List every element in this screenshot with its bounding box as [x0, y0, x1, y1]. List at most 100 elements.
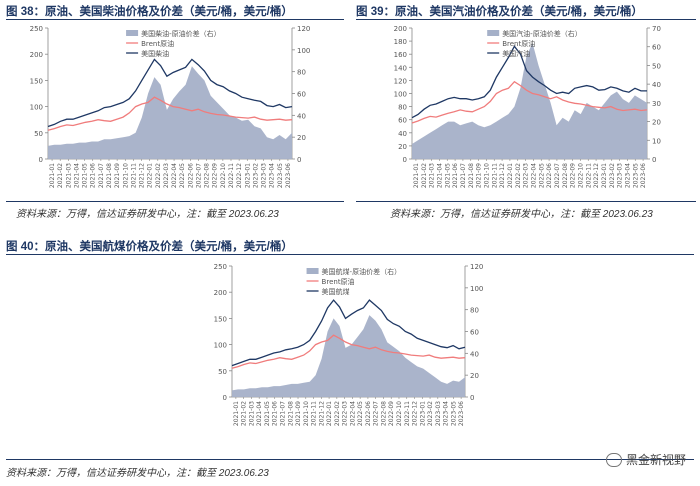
fig39-source: 资料来源：万得，信达证券研发中心，注：截至 2023.06.23	[390, 209, 653, 220]
x-tick-label: 2023-03	[435, 401, 442, 426]
x-tick-label: 2021-08	[106, 163, 113, 188]
x-tick-label: 2023-02	[252, 163, 259, 188]
x-tick-label: 2023-04	[269, 163, 276, 188]
right-tick-label: 40	[652, 81, 661, 89]
x-tick-label: 2021-05	[444, 163, 451, 188]
right-tick-label: 10	[652, 137, 661, 145]
x-tick-label: 2023-03	[261, 163, 268, 188]
fig38-source-rule	[6, 201, 344, 202]
x-tick-label: 2021-06	[452, 163, 459, 188]
x-tick-label: 2021-11	[130, 163, 137, 188]
x-tick-label: 2021-09	[476, 163, 483, 188]
right-tick-label: 20	[470, 372, 479, 380]
x-tick-label: 2021-10	[303, 401, 310, 426]
x-tick-label: 2021-10	[483, 163, 490, 188]
left-tick-label: 100	[214, 342, 227, 350]
x-tick-label: 2022-11	[585, 163, 592, 188]
x-tick-label: 2021-09	[114, 163, 121, 188]
watermark: 黑金新视野	[605, 451, 686, 468]
x-tick-label: 2022-09	[388, 401, 395, 426]
left-tick-label: 40	[398, 130, 407, 138]
x-tick-label: 2021-10	[122, 163, 129, 188]
right-tick-label: 120	[470, 263, 483, 271]
left-tick-label: 0	[403, 156, 407, 164]
x-tick-label: 2022-08	[562, 163, 569, 188]
x-tick-label: 2023-06	[458, 401, 465, 426]
right-tick-label: 0	[297, 156, 301, 164]
left-tick-label: 50	[218, 368, 227, 376]
left-tick-label: 200	[394, 25, 407, 33]
x-tick-label: 2021-02	[421, 163, 428, 188]
legend-label: Brent原油	[141, 39, 174, 48]
x-tick-label: 2022-03	[523, 163, 530, 188]
legend-label: 美国汽油-原油价差（右）	[502, 29, 582, 38]
fig39-title-rule	[356, 19, 696, 20]
fig39-title: 图 39：原油、美国汽油价格及价差（美元/桶，美元/桶）	[356, 6, 643, 18]
product-line	[47, 58, 293, 128]
x-tick-label: 2022-10	[220, 163, 227, 188]
left-tick-label: 60	[398, 117, 407, 125]
x-tick-label: 2023-06	[285, 163, 292, 188]
x-tick-label: 2022-09	[212, 163, 219, 188]
right-tick-label: 30	[652, 100, 661, 108]
left-tick-label: 80	[398, 104, 407, 112]
x-tick-label: 2022-09	[570, 163, 577, 188]
x-tick-label: 2022-03	[342, 401, 349, 426]
x-tick-label: 2023-02	[609, 163, 616, 188]
legend-label: 美国柴油	[141, 49, 169, 58]
left-tick-label: 180	[394, 38, 407, 46]
right-tick-label: 20	[297, 134, 306, 142]
x-tick-label: 2021-01	[413, 163, 420, 188]
brent-line	[231, 334, 466, 369]
x-tick-label: 2021-04	[256, 401, 263, 426]
x-tick-label: 2022-03	[163, 163, 170, 188]
x-tick-label: 2022-06	[546, 163, 553, 188]
x-tick-label: 2021-08	[287, 401, 294, 426]
x-tick-label: 2021-01	[49, 163, 56, 188]
x-tick-label: 2021-02	[57, 163, 64, 188]
fig39-chart: 0 20 40 60 80 100 120 140 160 180 200 0 10 20 30 40 50 60…	[394, 25, 661, 188]
left-tick-label: 0	[39, 156, 43, 164]
fig38-source: 资料来源：万得，信达证券研发中心，注：截至 2023.06.23	[16, 209, 279, 220]
right-tick-label: 60	[470, 329, 479, 337]
x-tick-label: 2022-12	[236, 163, 243, 188]
x-tick-label: 2022-12	[593, 163, 600, 188]
x-tick-label: 2022-08	[204, 163, 211, 188]
x-tick-label: 2021-07	[460, 163, 467, 188]
x-tick-label: 2022-07	[554, 163, 561, 188]
left-tick-label: 50	[34, 130, 43, 138]
right-tick-label: 0	[470, 394, 474, 402]
right-tick-label: 80	[297, 69, 306, 77]
left-tick-label: 150	[214, 315, 227, 323]
left-tick-label: 250	[30, 25, 43, 33]
x-tick-label: 2021-07	[98, 163, 105, 188]
legend-label: 美国航煤-原油价差（右）	[322, 267, 402, 276]
fig40-source-rule	[6, 459, 694, 460]
legend-swatch	[126, 30, 139, 36]
left-tick-label: 100	[30, 104, 43, 112]
x-tick-label: 2023-03	[617, 163, 624, 188]
watermark-label: 黑金新视野	[625, 453, 686, 467]
x-tick-label: 2022-11	[228, 163, 235, 188]
x-tick-label: 2021-12	[499, 163, 506, 188]
x-tick-label: 2022-01	[147, 163, 154, 188]
fig38-title: 图 38：原油、美国柴油价格及价差（美元/桶，美元/桶）	[6, 6, 293, 18]
x-tick-label: 2022-12	[412, 401, 419, 426]
x-tick-label: 2023-01	[244, 163, 251, 188]
x-tick-label: 2021-11	[311, 401, 318, 426]
x-tick-label: 2021-03	[429, 163, 436, 188]
right-tick-label: 40	[297, 112, 306, 120]
fig40-title-rule	[6, 254, 694, 255]
x-tick-label: 2022-02	[334, 401, 341, 426]
x-tick-label: 2021-06	[272, 401, 279, 426]
x-tick-label: 2022-04	[349, 401, 356, 426]
right-tick-label: 60	[652, 44, 661, 52]
product-line	[411, 45, 647, 119]
x-tick-label: 2022-08	[380, 401, 387, 426]
right-tick-label: 100	[297, 47, 310, 55]
x-tick-label: 2023-01	[601, 163, 608, 188]
left-tick-label: 120	[394, 77, 407, 85]
left-tick-label: 160	[394, 51, 407, 59]
x-tick-label: 2021-01	[233, 401, 240, 426]
